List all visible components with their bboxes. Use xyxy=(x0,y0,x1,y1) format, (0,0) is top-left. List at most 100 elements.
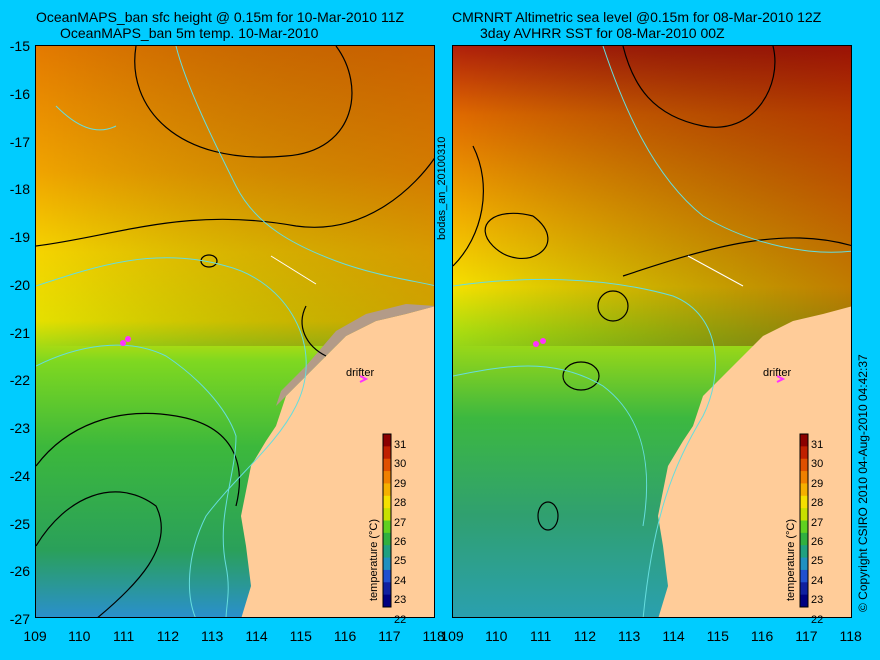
x-tick-label: 111 xyxy=(112,628,135,644)
colorbar-title: temperature (°C) xyxy=(785,518,797,601)
colorbar-swatch xyxy=(800,557,808,571)
x-tick-label: 114 xyxy=(662,628,685,644)
right-drifter-label: drifter xyxy=(763,367,791,379)
section-line xyxy=(687,255,744,287)
x-tick-label: 116 xyxy=(750,628,774,644)
colorbar-swatch xyxy=(800,434,808,447)
colorbar-swatch xyxy=(800,582,808,596)
x-tick-label: 110 xyxy=(485,628,508,644)
colorbar-swatch xyxy=(800,594,808,608)
drifter-track xyxy=(533,338,786,383)
colorbar-outline xyxy=(382,433,392,608)
colorbar-swatch xyxy=(800,446,808,460)
bathymetry-contours xyxy=(36,46,434,617)
x-tick-label: 109 xyxy=(23,628,47,644)
drifter-track xyxy=(120,336,369,383)
x-tick-label: 113 xyxy=(201,628,224,644)
y-tick-label: -19 xyxy=(9,229,30,245)
x-tick-label: 118 xyxy=(839,628,862,644)
colorbar-tick-label: 28 xyxy=(394,497,407,510)
colorbar-swatch xyxy=(383,434,391,447)
center-run-label: bodas_an_20100310 xyxy=(436,136,448,240)
x-tick-label: 111 xyxy=(529,628,552,644)
y-tick-label: -17 xyxy=(9,133,30,150)
colorbar-swatch xyxy=(383,508,391,521)
x-tick-label: 117 xyxy=(378,628,401,644)
y-tick-label: -16 xyxy=(9,85,30,102)
colorbar-swatch xyxy=(383,495,391,509)
x-tick-label: 110 xyxy=(68,628,91,644)
colorbar-tick-label: 22 xyxy=(811,613,824,626)
x-tick-label: 116 xyxy=(333,628,357,644)
colorbar-tick-label: 25 xyxy=(811,555,824,568)
y-tick-label: -22 xyxy=(9,372,30,389)
colorbar-swatch xyxy=(383,545,391,559)
colorbar-tick-label: 26 xyxy=(811,536,824,548)
colorbar-swatch xyxy=(800,520,808,534)
sst-warm-overlay xyxy=(36,46,434,346)
y-tick-label: -20 xyxy=(9,276,30,293)
y-tick-label: -18 xyxy=(9,181,30,198)
sea-level-contours xyxy=(453,46,851,531)
x-tick-label: 118 xyxy=(422,628,445,644)
right-colorbar xyxy=(799,433,809,608)
colorbar-swatch xyxy=(800,471,808,484)
right-title-line1: CMRNRT Altimetric sea level @0.15m for 0… xyxy=(452,9,822,25)
y-tick-label: -24 xyxy=(9,467,30,484)
right-map: drifter xyxy=(453,46,851,617)
colorbar-tick-label: 25 xyxy=(394,555,407,568)
colorbar-tick-label: 28 xyxy=(811,497,824,510)
colorbar-swatch xyxy=(383,569,391,583)
x-tick-label: 112 xyxy=(156,628,180,644)
colorbar-tick-label: 22 xyxy=(394,613,407,626)
left-title-line2: OceanMAPS_ban 5m temp. 10-Mar-2010 xyxy=(60,25,319,41)
colorbar-tick-label: 24 xyxy=(394,574,407,587)
colorbar-title: temperature (°C) xyxy=(368,518,380,601)
colorbar-swatch xyxy=(800,495,808,509)
colorbar-swatch xyxy=(383,532,391,546)
colorbar-swatch xyxy=(383,471,391,484)
colorbar-tick-label: 29 xyxy=(811,477,824,490)
colorbar-tick-label: 30 xyxy=(811,458,824,471)
colorbar-swatch xyxy=(383,483,391,497)
sea-level-contours xyxy=(36,46,434,617)
left-colorbar xyxy=(382,433,392,608)
x-tick-label: 113 xyxy=(618,628,641,644)
left-map-panel: drifter xyxy=(35,45,435,618)
x-tick-label: 115 xyxy=(706,628,729,644)
colorbar-outline xyxy=(799,433,809,608)
colorbar-swatch xyxy=(383,520,391,534)
colorbar-swatch xyxy=(800,569,808,583)
colorbar-tick-label: 26 xyxy=(394,536,407,548)
colorbar-swatch xyxy=(800,545,808,559)
x-tick-label: 112 xyxy=(573,628,597,644)
colorbar-swatch xyxy=(800,458,808,472)
colorbar-swatch xyxy=(383,446,391,460)
y-tick-label: -27 xyxy=(9,611,30,627)
colorbar-tick-label: 30 xyxy=(394,458,407,471)
coastal-shoal xyxy=(276,304,434,406)
y-tick-label: -21 xyxy=(9,324,30,341)
section-line xyxy=(270,255,317,285)
colorbar-tick-label: 27 xyxy=(811,516,824,529)
colorbar-tick-label: 31 xyxy=(394,439,407,451)
colorbar-swatch xyxy=(383,458,391,472)
sst-warm-overlay xyxy=(453,46,851,346)
colorbar-tick-label: 23 xyxy=(394,594,407,607)
colorbar-tick-label: 27 xyxy=(394,516,407,529)
x-tick-label: 109 xyxy=(440,628,464,644)
y-tick-label: -26 xyxy=(9,563,30,580)
copyright-text: © Copyright CSIRO 2010 04-Aug-2010 04:42… xyxy=(856,354,870,612)
colorbar-swatch xyxy=(383,594,391,608)
colorbar-swatch xyxy=(800,483,808,497)
colorbar-swatch xyxy=(800,508,808,521)
left-map: drifter xyxy=(36,46,434,617)
colorbar-tick-label: 31 xyxy=(811,439,824,451)
y-tick-label: -25 xyxy=(9,515,30,532)
x-tick-label: 115 xyxy=(289,628,312,644)
y-tick-label: -15 xyxy=(9,38,30,54)
colorbar-swatch xyxy=(383,557,391,571)
colorbar-tick-label: 24 xyxy=(811,574,824,587)
left-title-line1: OceanMAPS_ban sfc height @ 0.15m for 10-… xyxy=(36,9,405,25)
x-tick-label: 117 xyxy=(795,628,818,644)
